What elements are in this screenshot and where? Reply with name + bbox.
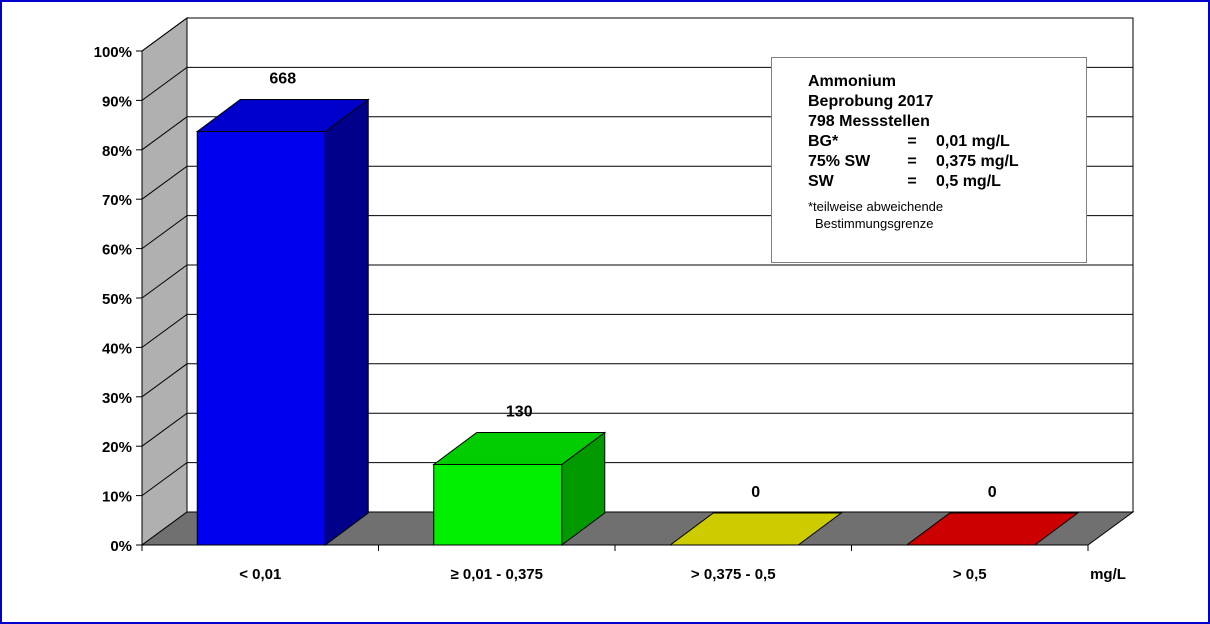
y-tick-label: 60% — [102, 242, 132, 259]
y-tick-label: 100% — [94, 44, 132, 61]
legend-key: BG* — [808, 133, 839, 150]
legend-value: 0,5 mg/L — [936, 173, 1001, 190]
legend-title-sampling: Beprobung 2017 — [808, 93, 934, 110]
y-axis: 0% 10% 20% 30% 40% 50% 60% 70% 80% 90% 100% — [94, 44, 143, 555]
y-tick-label: 10% — [102, 489, 132, 506]
legend-key: 75% SW — [808, 153, 871, 170]
legend-row-sw: SW = 0,5 mg/L — [808, 172, 1086, 192]
legend-equals: = — [907, 153, 917, 170]
y-tick-label: 0% — [110, 538, 132, 555]
data-label: 130 — [506, 403, 533, 420]
legend-box: Ammonium Beprobung 2017 798 Messstellen … — [771, 57, 1087, 263]
data-label: 668 — [269, 71, 296, 88]
gridline — [141, 363, 1133, 398]
legend-equals: = — [907, 133, 917, 150]
data-label: 0 — [988, 484, 997, 501]
x-tick-label: > 0,5 — [953, 566, 987, 583]
legend-title-substance: Ammonium — [808, 73, 896, 90]
legend-value: 0,375 mg/L — [936, 153, 1019, 170]
legend-key: SW — [808, 173, 834, 190]
legend-row-bg: BG* = 0,01 mg/L — [808, 132, 1086, 152]
gridline — [141, 462, 1133, 497]
bar — [432, 431, 607, 546]
bar-front — [433, 463, 563, 546]
y-tick-label: 30% — [102, 390, 132, 407]
data-labels: 668 130 0 0 — [269, 71, 996, 501]
bar-side — [324, 98, 369, 546]
x-tick-label: ≥ 0,01 - 0,375 — [451, 566, 543, 583]
legend-title-stations: 798 Messstellen — [808, 113, 930, 130]
legend-equals: = — [907, 173, 917, 190]
x-axis-label: mg/L — [1090, 566, 1126, 583]
legend-footnote-cont: Bestimmungsgrenze — [815, 216, 934, 231]
legend-value: 0,01 mg/L — [936, 133, 1010, 150]
y-tick-label: 50% — [102, 291, 132, 308]
gridline — [141, 264, 1133, 299]
gridline — [141, 17, 1133, 52]
gridline — [141, 412, 1133, 447]
x-axis: < 0,01 ≥ 0,01 - 0,375 > 0,375 - 0,5 > 0,5 mg… — [141, 544, 1126, 583]
bars — [195, 98, 1080, 546]
legend-footnote: *teilweise abweichende — [808, 199, 944, 214]
gridline — [141, 313, 1133, 348]
legend-row-75-sw: 75% SW = 0,375 mg/L — [808, 152, 1086, 172]
bar-front — [196, 131, 326, 546]
data-label: 0 — [751, 484, 760, 501]
x-tick-label: < 0,01 — [239, 566, 281, 583]
y-tick-label: 70% — [102, 192, 132, 209]
x-tick-label: > 0,375 - 0,5 — [691, 566, 776, 583]
y-tick-label: 90% — [102, 93, 132, 110]
y-tick-label: 80% — [102, 143, 132, 160]
y-tick-label: 20% — [102, 439, 132, 456]
bar — [195, 98, 370, 546]
y-tick-label: 40% — [102, 340, 132, 357]
